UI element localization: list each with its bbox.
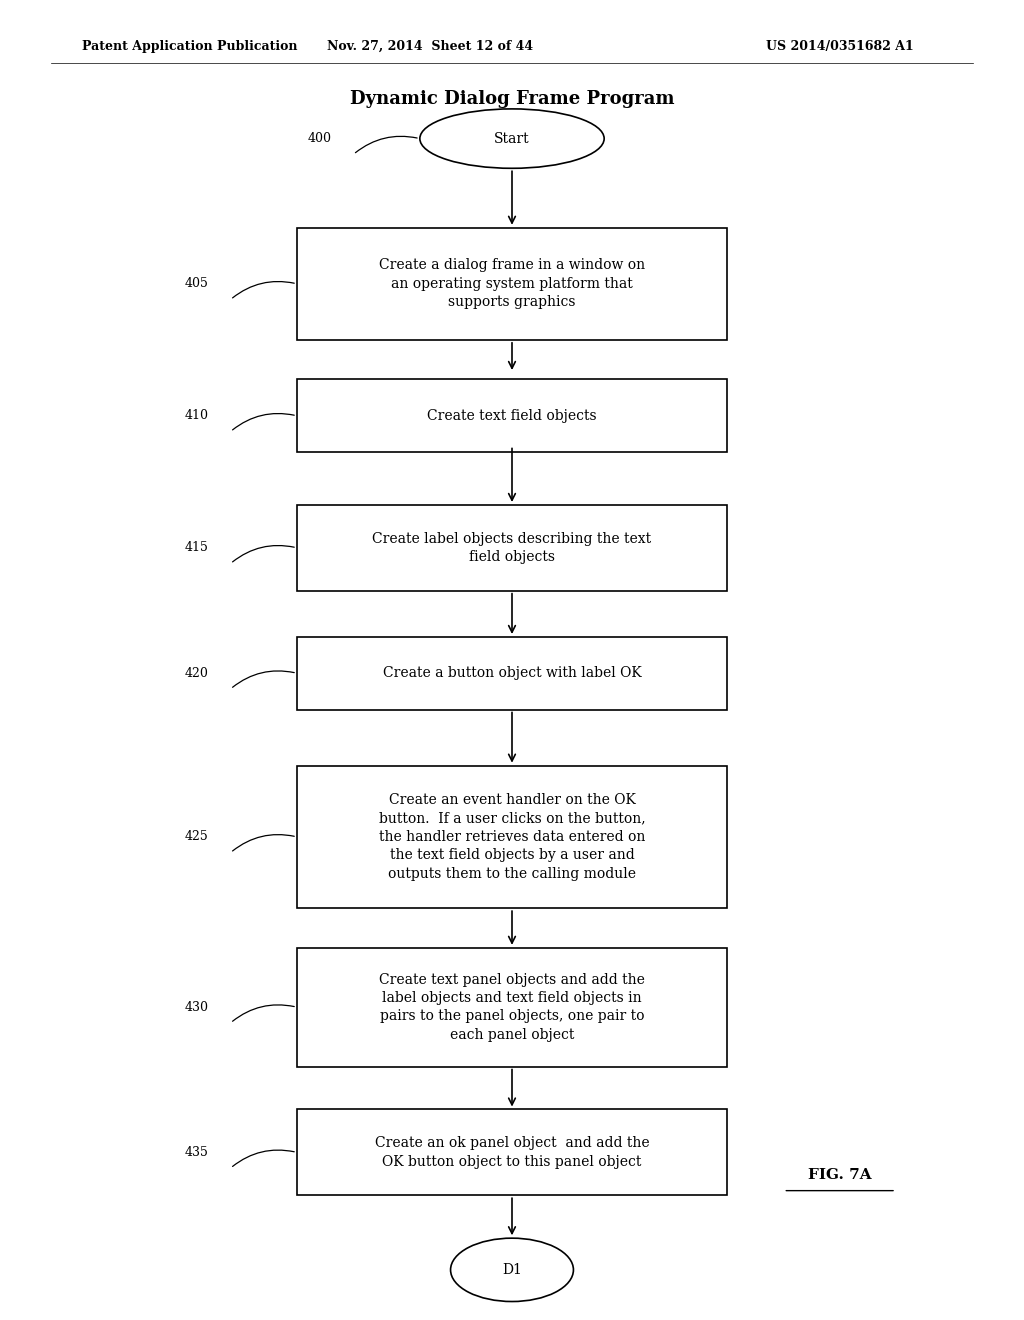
Text: Create a dialog frame in a window on
an operating system platform that
supports : Create a dialog frame in a window on an … [379,259,645,309]
Text: Create label objects describing the text
field objects: Create label objects describing the text… [373,532,651,564]
FancyBboxPatch shape [297,1109,727,1196]
Text: 430: 430 [184,1001,208,1014]
Text: 425: 425 [184,830,208,843]
Text: Create an event handler on the OK
button.  If a user clicks on the button,
the h: Create an event handler on the OK button… [379,793,645,880]
Text: Create text field objects: Create text field objects [427,409,597,422]
Text: 400: 400 [307,132,331,145]
Text: 410: 410 [184,409,208,422]
Text: 405: 405 [184,277,208,290]
Ellipse shape [420,108,604,168]
Text: 435: 435 [184,1146,208,1159]
FancyBboxPatch shape [297,506,727,591]
Text: Create an ok panel object  and add the
OK button object to this panel object: Create an ok panel object and add the OK… [375,1137,649,1168]
FancyBboxPatch shape [297,766,727,908]
Text: US 2014/0351682 A1: US 2014/0351682 A1 [766,40,913,53]
Text: 420: 420 [184,667,208,680]
Text: Create a button object with label OK: Create a button object with label OK [383,667,641,680]
Text: D1: D1 [502,1263,522,1276]
FancyBboxPatch shape [297,227,727,339]
Text: Start: Start [495,132,529,145]
Ellipse shape [451,1238,573,1302]
Text: Create text panel objects and add the
label objects and text field objects in
pa: Create text panel objects and add the la… [379,973,645,1041]
FancyBboxPatch shape [297,638,727,710]
Text: FIG. 7A: FIG. 7A [808,1168,871,1181]
FancyBboxPatch shape [297,948,727,1067]
FancyBboxPatch shape [297,379,727,451]
Text: Patent Application Publication: Patent Application Publication [82,40,297,53]
Text: Dynamic Dialog Frame Program: Dynamic Dialog Frame Program [350,90,674,108]
Text: 415: 415 [184,541,208,554]
Text: Nov. 27, 2014  Sheet 12 of 44: Nov. 27, 2014 Sheet 12 of 44 [327,40,534,53]
